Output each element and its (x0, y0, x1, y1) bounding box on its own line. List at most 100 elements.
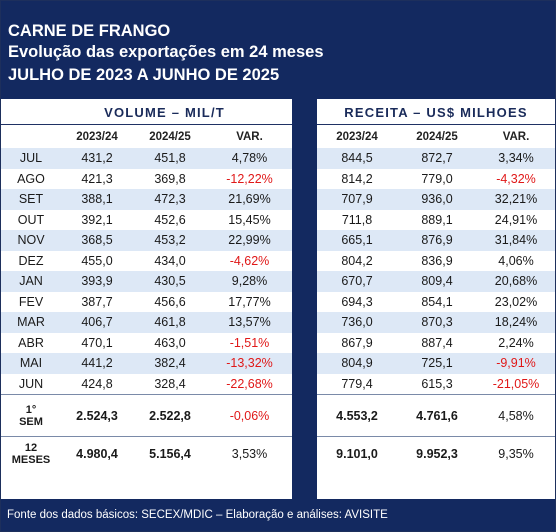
cell-v_var: 9,28% (231, 274, 268, 289)
total-divider (1, 394, 555, 395)
table-row (1, 230, 555, 251)
table-row (1, 332, 555, 353)
table-row (1, 291, 555, 312)
cell-r_prev: 736,0 (341, 315, 373, 330)
source-footer: Fonte dos dados básicos: SECEX/MDIC – El… (1, 499, 555, 531)
table-row (1, 168, 555, 189)
cell-r_var: -4,32% (496, 171, 536, 186)
column-separator (292, 99, 317, 499)
cell-v_var: -12,22% (226, 171, 273, 186)
cell-r_var: 4,06% (498, 253, 534, 268)
title-line-3: JULHO DE 2023 A JUNHO DE 2025 (8, 66, 280, 84)
cell-v_prev: 388,1 (81, 192, 113, 207)
cell-r_cur: 615,3 (421, 376, 453, 391)
total-cell-v_var: 3,53% (231, 447, 268, 461)
total-label-bottom: MESES (11, 454, 51, 466)
cell-v_var: 21,69% (228, 192, 271, 207)
cell-v_cur: 472,3 (154, 192, 186, 207)
total-cell-r_prev: 4.553,2 (336, 408, 378, 423)
total-label: 1° SEM (1, 395, 61, 436)
cell-r_prev: 867,9 (341, 335, 373, 350)
title-line-1: CARNE DE FRANGO (8, 22, 171, 40)
cell-r_var: -9,91% (496, 356, 536, 371)
cell-v_cur: 328,4 (154, 376, 186, 391)
month-label: FEV (18, 294, 44, 309)
month-label: MAR (17, 315, 45, 330)
month-label: JUN (18, 376, 44, 391)
total-divider (1, 436, 555, 437)
total-label: 12 MESES (1, 437, 61, 471)
cell-v_var: 13,57% (228, 315, 271, 330)
cell-v_cur: 453,2 (154, 233, 186, 248)
cell-v_prev: 431,2 (81, 151, 113, 166)
cell-v_cur: 382,4 (154, 356, 186, 371)
column-header-r_prev: 2023/24 (336, 131, 378, 143)
cell-v_cur: 461,8 (154, 315, 186, 330)
cell-v_cur: 463,0 (154, 335, 186, 350)
month-label: NOV (17, 233, 45, 248)
total-cell-v_prev: 2.524,3 (76, 408, 118, 423)
total-cell-v_cur: 5.156,4 (149, 447, 191, 461)
total-cell-r_var: 9,35% (498, 447, 534, 461)
month-label: DEZ (18, 253, 44, 268)
column-header-v_var: VAR. (236, 131, 263, 143)
cell-v_cur: 430,5 (154, 274, 186, 289)
cell-v_prev: 455,0 (81, 253, 113, 268)
title-banner: CARNE DE FRANGO Evolução das exportações… (1, 1, 555, 99)
cell-r_cur: 870,3 (421, 315, 453, 330)
column-header-r_var: VAR. (502, 131, 530, 143)
month-label: JAN (19, 274, 43, 289)
cell-r_cur: 809,4 (421, 274, 453, 289)
total-label-bottom: SEM (19, 415, 43, 428)
cell-r_prev: 694,3 (341, 294, 373, 309)
cell-v_prev: 392,1 (81, 212, 113, 227)
column-header-r_cur: 2024/25 (416, 131, 458, 143)
cell-v_var: 4,78% (231, 151, 268, 166)
total-cell-v_var: -0,06% (229, 408, 270, 423)
cell-r_cur: 887,4 (421, 335, 453, 350)
cell-r_var: 18,24% (494, 315, 538, 330)
cell-r_prev: 670,7 (341, 274, 373, 289)
total-cell-r_cur: 4.761,6 (416, 408, 458, 423)
cell-r_cur: 872,7 (421, 151, 453, 166)
group-header-receita: RECEITA – US$ MILHOES (317, 101, 555, 125)
cell-v_var: -4,62% (229, 253, 270, 268)
cell-r_cur: 836,9 (421, 253, 453, 268)
cell-r_var: 3,34% (498, 151, 534, 166)
cell-r_cur: 854,1 (421, 294, 453, 309)
column-header-v_prev: 2023/24 (76, 131, 118, 143)
month-label: AGO (17, 171, 45, 186)
cell-v_var: -13,32% (226, 356, 273, 371)
cell-v_cur: 369,8 (154, 171, 186, 186)
total-cell-r_var: 4,58% (498, 408, 534, 423)
month-label: SET (18, 192, 44, 207)
cell-r_var: 31,84% (494, 233, 538, 248)
cell-r_var: -21,05% (492, 376, 540, 391)
total-cell-v_prev: 4.980,4 (76, 447, 118, 461)
table-row (1, 148, 555, 169)
cell-r_var: 2,24% (498, 335, 534, 350)
table-row (1, 189, 555, 210)
cell-r_var: 32,21% (494, 192, 538, 207)
cell-r_prev: 665,1 (341, 233, 373, 248)
total-cell-v_cur: 2.522,8 (149, 408, 191, 423)
cell-r_prev: 707,9 (341, 192, 373, 207)
cell-v_var: 17,77% (228, 294, 271, 309)
table-row (1, 209, 555, 230)
total-cell-r_prev: 9.101,0 (336, 447, 378, 461)
cell-v_prev: 424,8 (81, 376, 113, 391)
month-label: MAI (19, 356, 43, 371)
cell-r_var: 20,68% (494, 274, 538, 289)
cell-v_var: -22,68% (226, 376, 273, 391)
cell-r_prev: 804,2 (341, 253, 373, 268)
cell-v_prev: 368,5 (81, 233, 113, 248)
cell-v_prev: 421,3 (81, 171, 113, 186)
cell-v_cur: 456,6 (154, 294, 186, 309)
cell-v_var: 22,99% (228, 233, 271, 248)
title-line-2: Evolução das exportações em 24 meses (8, 43, 324, 61)
cell-v_var: -1,51% (229, 335, 270, 350)
cell-r_var: 24,91% (494, 212, 538, 227)
cell-v_prev: 441,2 (81, 356, 113, 371)
cell-v_prev: 470,1 (81, 335, 113, 350)
